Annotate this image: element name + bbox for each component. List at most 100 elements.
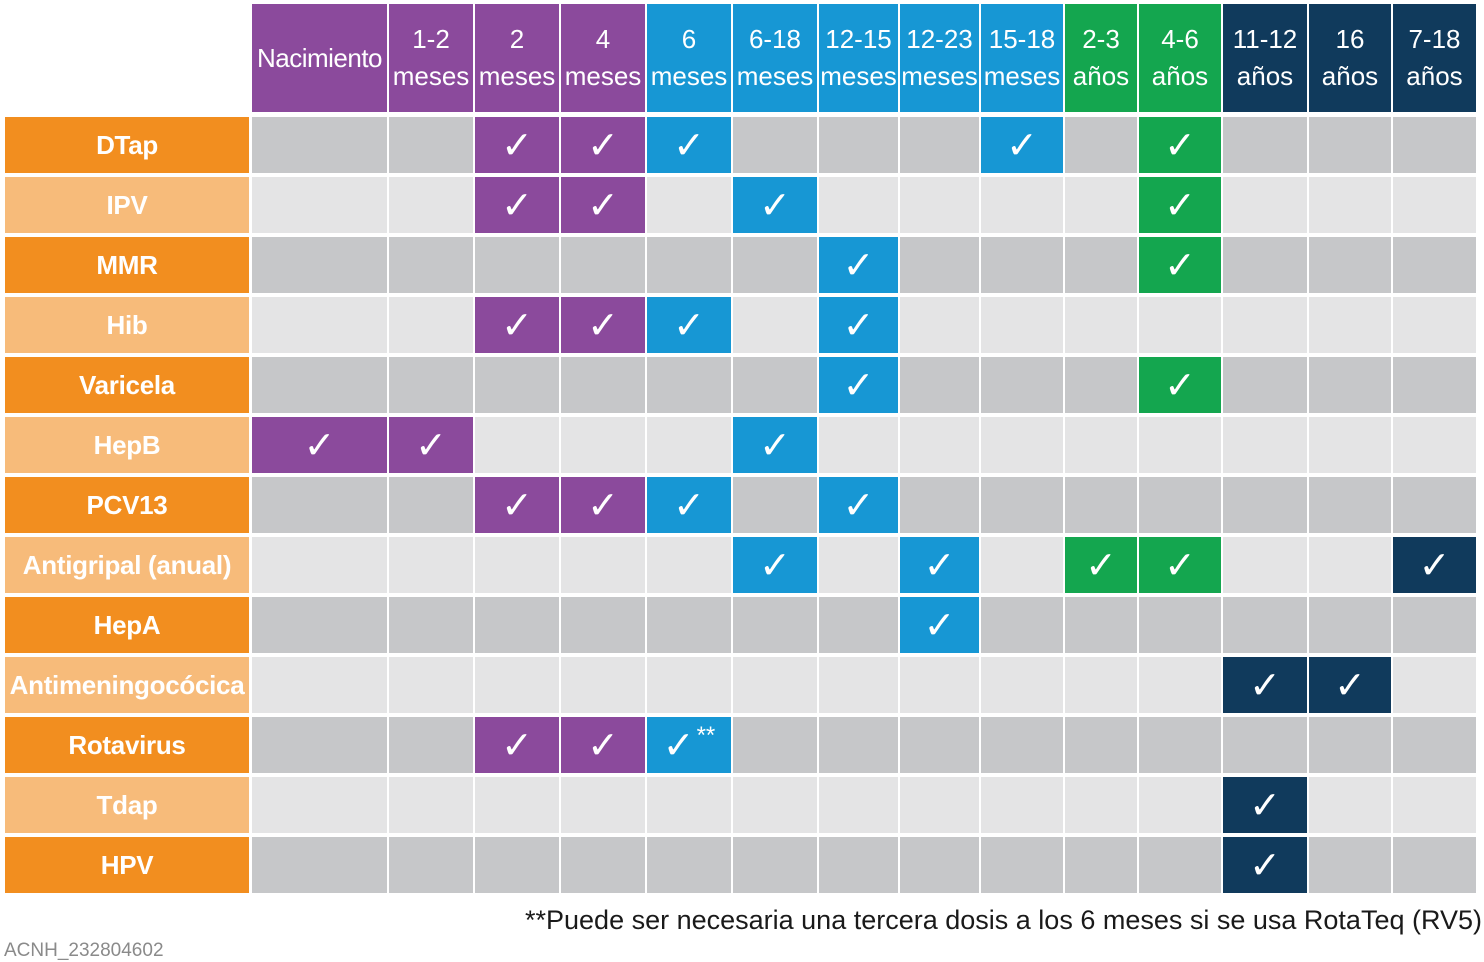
empty-cell <box>252 597 387 653</box>
dose-check-cell: ✓ <box>1393 537 1476 593</box>
check-mark: ✓ <box>501 183 533 227</box>
empty-cell <box>389 657 473 713</box>
empty-cell <box>981 237 1063 293</box>
dose-check-cell: ✓ <box>900 537 979 593</box>
dose-check-cell: ✓ <box>733 537 817 593</box>
column-header-text: 12-23 <box>906 24 973 54</box>
empty-cell <box>1065 777 1137 833</box>
empty-cell <box>475 837 559 893</box>
empty-cell <box>1393 357 1476 413</box>
empty-cell <box>900 177 979 233</box>
empty-cell <box>647 657 731 713</box>
dose-check-cell: ✓ <box>561 177 645 233</box>
dose-check-cell: ✓ <box>819 297 898 353</box>
empty-cell <box>733 357 817 413</box>
empty-cell <box>1223 417 1307 473</box>
empty-cell <box>1393 297 1476 353</box>
empty-cell <box>733 597 817 653</box>
empty-cell <box>252 837 387 893</box>
empty-cell <box>1139 777 1221 833</box>
empty-cell <box>1223 537 1307 593</box>
empty-cell <box>981 417 1063 473</box>
empty-cell <box>1065 837 1137 893</box>
dose-check-cell: ✓ <box>1309 657 1391 713</box>
empty-cell <box>1065 357 1137 413</box>
empty-cell <box>1223 477 1307 533</box>
empty-cell <box>1393 237 1476 293</box>
check-mark: ✓ <box>1164 123 1196 167</box>
row-label: Antigripal (anual) <box>5 537 249 593</box>
empty-cell <box>733 117 817 173</box>
check-mark: ✓ <box>842 303 875 347</box>
check-mark: ✓ <box>1164 363 1196 407</box>
empty-cell <box>389 717 473 773</box>
empty-cell <box>819 537 898 593</box>
column-header: 12-23 meses <box>900 4 979 112</box>
empty-cell <box>561 417 645 473</box>
check-mark: ✓ <box>587 123 619 167</box>
dose-check-cell: ✓ <box>819 237 898 293</box>
empty-cell <box>733 297 817 353</box>
column-header-text: años <box>1072 61 1130 91</box>
empty-cell <box>900 117 979 173</box>
dose-check-cell: ✓ ** <box>647 717 731 773</box>
empty-cell <box>1065 237 1137 293</box>
empty-cell <box>1065 177 1137 233</box>
check-mark: ✓ <box>1164 183 1196 227</box>
check-mark: ✓ <box>501 303 533 347</box>
empty-cell <box>1393 837 1476 893</box>
dose-check-cell: ✓ <box>475 717 559 773</box>
column-header-text: años <box>1236 61 1294 91</box>
dose-check-cell: ✓ <box>733 177 817 233</box>
empty-cell <box>252 117 387 173</box>
empty-cell <box>561 837 645 893</box>
dose-check-cell: ✓ <box>1139 117 1221 173</box>
empty-cell <box>475 537 559 593</box>
column-header-text: meses <box>650 61 728 91</box>
column-header-text: 7-18 <box>1408 24 1461 54</box>
check-mark: ✓ <box>501 723 533 767</box>
column-header: 11-12 años <box>1223 4 1307 112</box>
image-id: ACNH_232804602 <box>4 940 164 961</box>
empty-cell <box>1065 417 1137 473</box>
empty-cell <box>733 477 817 533</box>
empty-cell <box>1139 417 1221 473</box>
empty-cell <box>1393 117 1476 173</box>
empty-cell <box>900 717 979 773</box>
row-label: MMR <box>5 237 249 293</box>
check-mark: ✓ <box>1164 243 1196 287</box>
column-header-text: meses <box>983 61 1061 91</box>
empty-cell <box>647 777 731 833</box>
empty-cell <box>981 597 1063 653</box>
dose-check-cell: ✓ <box>1139 177 1221 233</box>
empty-cell <box>561 537 645 593</box>
empty-cell <box>733 777 817 833</box>
empty-cell <box>733 717 817 773</box>
empty-cell <box>252 177 387 233</box>
empty-cell <box>1393 717 1476 773</box>
empty-cell <box>981 717 1063 773</box>
column-header-text: 16 <box>1335 24 1365 54</box>
dose-check-cell: ✓ <box>561 117 645 173</box>
empty-cell <box>475 657 559 713</box>
dose-check-cell: ✓ <box>1223 777 1307 833</box>
dose-check-cell: ✓ <box>475 177 559 233</box>
column-header-text: 15-18 <box>988 24 1056 54</box>
row-label: Antimeningocócica <box>5 657 249 713</box>
dose-check-cell: ✓ <box>1223 657 1307 713</box>
dose-check-cell: ✓ <box>475 297 559 353</box>
empty-cell <box>1139 657 1221 713</box>
empty-cell <box>981 777 1063 833</box>
check-mark: ✓ <box>759 423 791 467</box>
empty-cell <box>1393 657 1476 713</box>
empty-cell <box>900 777 979 833</box>
empty-cell <box>389 297 473 353</box>
column-header: 4 meses <box>561 4 645 112</box>
empty-cell <box>819 117 898 173</box>
empty-cell <box>1309 537 1391 593</box>
empty-cell <box>647 177 731 233</box>
column-header: 16 años <box>1309 4 1391 112</box>
empty-cell <box>389 477 473 533</box>
dose-check-cell: ✓ <box>819 357 898 413</box>
empty-cell <box>252 297 387 353</box>
